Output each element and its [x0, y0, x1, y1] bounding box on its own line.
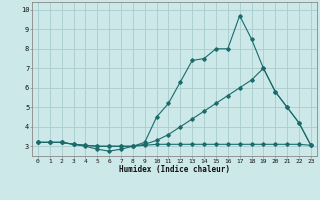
X-axis label: Humidex (Indice chaleur): Humidex (Indice chaleur) [119, 165, 230, 174]
